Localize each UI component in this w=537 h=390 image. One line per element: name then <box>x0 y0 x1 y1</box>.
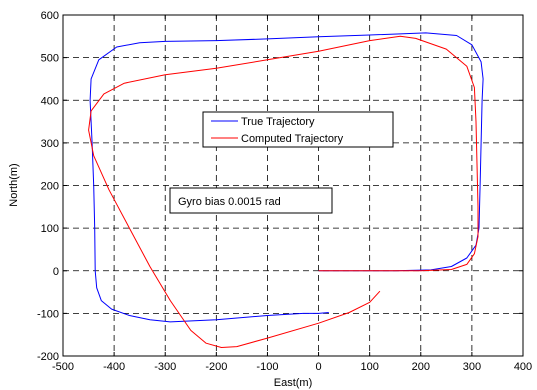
x-tick-label: 400 <box>514 361 532 373</box>
x-tick-label: 200 <box>412 361 430 373</box>
legend-box <box>202 111 394 148</box>
x-tick-label: 100 <box>360 361 378 373</box>
annotation-text: Gyro bias 0.0015 rad <box>178 196 281 208</box>
x-axis-ticks: -500 -400 -300 -200 -100 0 100 200 300 400 <box>52 15 532 373</box>
annotation-box <box>169 187 333 214</box>
y-tick-label: 100 <box>41 223 59 235</box>
x-tick-label: -300 <box>154 361 176 373</box>
y-tick-label: -200 <box>37 351 59 363</box>
y-tick-label: -100 <box>37 308 59 320</box>
y-axis-ticks: -200 -100 0 100 200 300 400 500 600 <box>37 10 523 363</box>
y-tick-label: 400 <box>41 95 59 107</box>
y-tick-label: 600 <box>41 10 59 22</box>
series-line-true <box>89 32 484 323</box>
x-axis-label: East(m) <box>274 377 313 389</box>
x-tick-label: -500 <box>52 361 74 373</box>
legend-label-true: True Trajectory <box>241 116 315 128</box>
x-tick-label: -200 <box>205 361 227 373</box>
y-axis-label: North(m) <box>8 163 20 206</box>
y-tick-label: 500 <box>41 53 59 65</box>
legend: True Trajectory Computed Trajectory <box>202 111 394 148</box>
x-tick-label: -400 <box>103 361 125 373</box>
y-tick-label: 200 <box>41 181 59 193</box>
x-tick-label: 0 <box>315 361 321 373</box>
x-tick-label: -100 <box>256 361 278 373</box>
y-tick-label: 0 <box>53 266 59 278</box>
annotation: Gyro bias 0.0015 rad <box>169 187 333 214</box>
series-group <box>88 32 484 348</box>
y-tick-label: 300 <box>41 138 59 150</box>
legend-label-computed: Computed Trajectory <box>241 133 344 145</box>
series-line-computed <box>88 35 479 348</box>
x-tick-label: 300 <box>463 361 481 373</box>
